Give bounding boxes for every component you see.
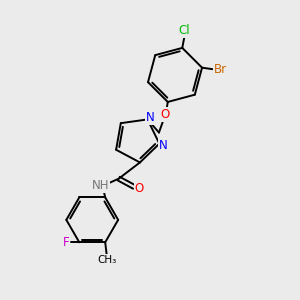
Text: CH₃: CH₃	[97, 255, 116, 265]
Text: Br: Br	[214, 63, 227, 76]
Text: NH: NH	[92, 179, 109, 192]
Text: Cl: Cl	[179, 24, 190, 37]
Text: F: F	[63, 236, 69, 249]
Text: N: N	[158, 139, 167, 152]
Text: O: O	[135, 182, 144, 195]
Text: N: N	[146, 111, 155, 124]
Text: O: O	[161, 108, 170, 121]
